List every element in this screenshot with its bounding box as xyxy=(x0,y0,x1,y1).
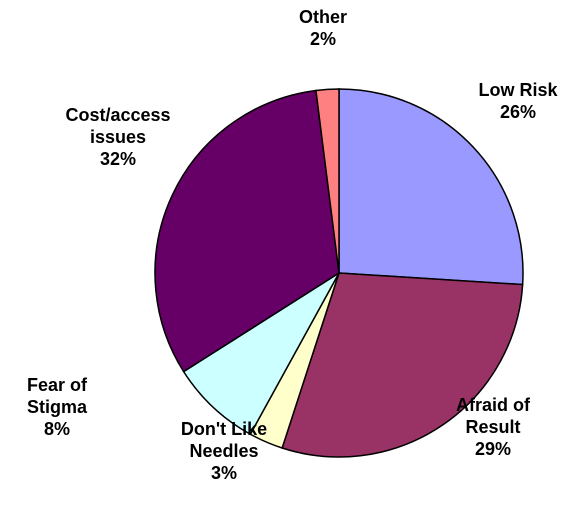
slice-name-1-line-0: Afraid of xyxy=(456,395,531,415)
slice-label-3: Fear of Stigma 8% xyxy=(27,375,88,439)
pie-slice-0 xyxy=(338,88,524,286)
slice-percent-4: 32% xyxy=(100,149,136,169)
slice-name-2-line-1: Needles xyxy=(189,441,258,461)
slice-percent-5: 2% xyxy=(310,29,336,49)
slice-name-5-line-0: Other xyxy=(299,7,347,27)
slice-label-5: Other 2% xyxy=(299,7,347,49)
slice-name-3-line-0: Fear of xyxy=(27,375,88,395)
slice-label-4: Cost/access issues 32% xyxy=(65,105,170,169)
pie-slice-4 xyxy=(154,89,340,373)
pie-slice-3 xyxy=(182,272,340,436)
slice-percent-2: 3% xyxy=(211,463,237,483)
slice-name-0-line-0: Low Risk xyxy=(478,80,558,100)
slice-name-4-line-1: issues xyxy=(90,127,146,147)
slice-name-3-line-1: Stigma xyxy=(27,397,88,417)
pie-labels: Low Risk 26% Afraid of Result 29% Don't Like N… xyxy=(27,7,559,483)
slice-label-1: Afraid of Result 29% xyxy=(456,395,531,459)
pie-slice-1 xyxy=(281,272,524,458)
slice-name-2-line-0: Don't Like xyxy=(181,419,267,439)
slice-name-4-line-0: Cost/access xyxy=(65,105,170,125)
slice-name-1-line-1: Result xyxy=(465,417,520,437)
slice-label-2: Don't Like Needles 3% xyxy=(181,419,267,483)
slice-percent-1: 29% xyxy=(475,439,511,459)
slice-percent-0: 26% xyxy=(500,102,536,122)
pie-slice-5 xyxy=(315,88,340,274)
slice-percent-3: 8% xyxy=(44,419,70,439)
slice-label-0: Low Risk 26% xyxy=(478,80,558,122)
pie-slices xyxy=(154,88,524,458)
